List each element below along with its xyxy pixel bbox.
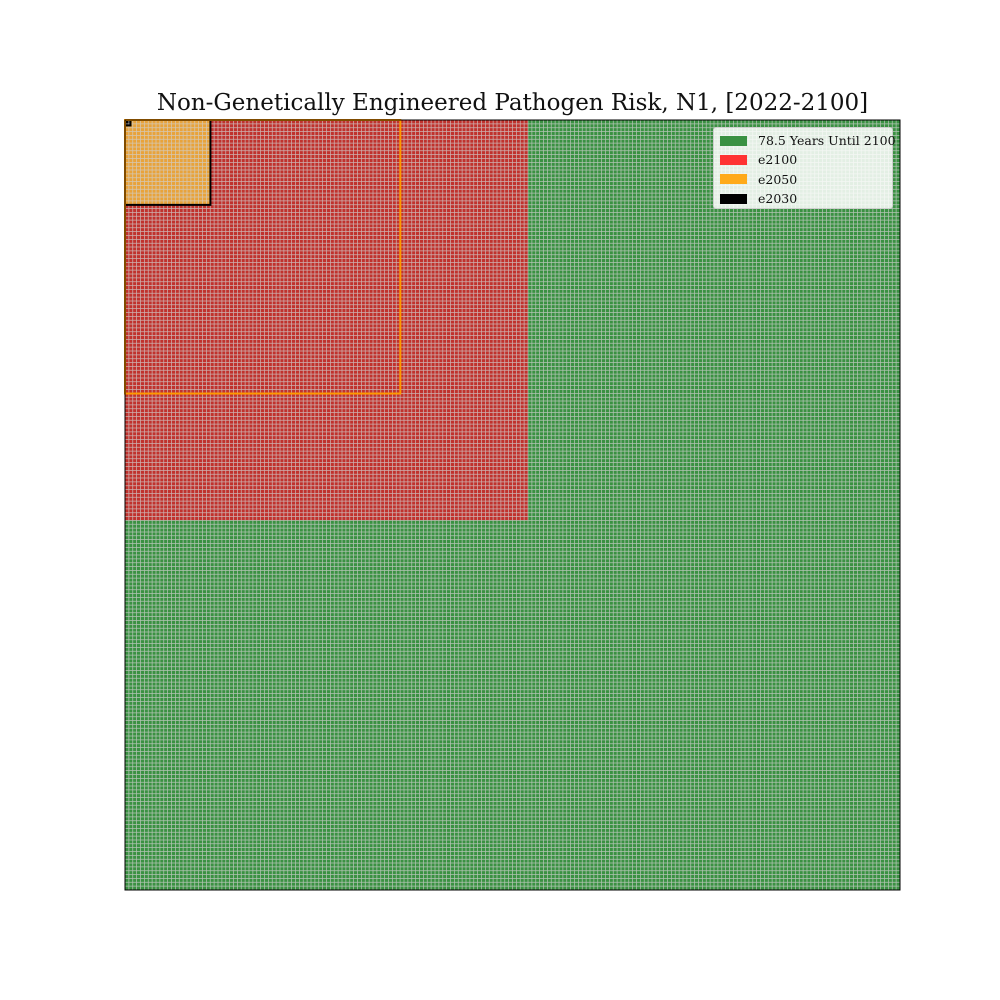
region-e2030 [125, 120, 131, 126]
plot-frame [124, 119, 901, 891]
legend-swatch-green [720, 135, 747, 146]
legend-label: e2030 [758, 191, 798, 207]
legend-item-years: 78.5 Years Until 2100 [720, 131, 896, 150]
chart-title: Non-Genetically Engineered Pathogen Risk… [156, 90, 869, 116]
legend-item-e2050: e2050 [720, 170, 886, 189]
legend-swatch-orange [720, 174, 747, 185]
grid-lines [125, 120, 900, 890]
legend-label: e2050 [758, 171, 798, 187]
legend-label: e2100 [758, 152, 798, 168]
legend: 78.5 Years Until 2100 e2100 e2050 e2030 [713, 127, 896, 209]
legend-swatch-red [720, 154, 747, 165]
legend-item-e2030: e2030 [720, 189, 886, 208]
legend-item-e2100: e2100 [720, 150, 886, 169]
legend-label: 78.5 Years Until 2100 [758, 133, 896, 149]
legend-swatch-black [720, 193, 747, 204]
